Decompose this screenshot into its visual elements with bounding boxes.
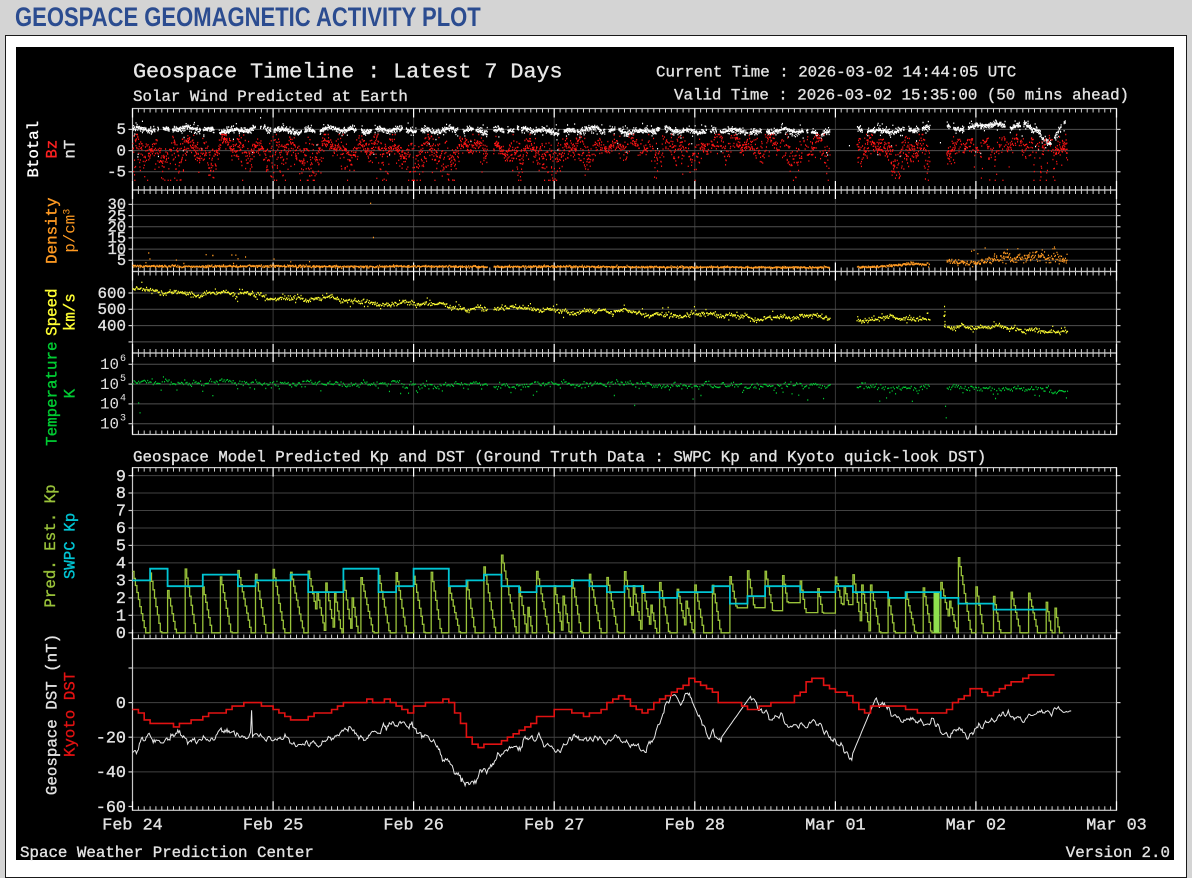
svg-text:5: 5 xyxy=(116,538,126,557)
svg-text:Feb 27: Feb 27 xyxy=(524,817,584,836)
svg-text:8: 8 xyxy=(116,485,126,504)
svg-text:103: 103 xyxy=(100,414,126,434)
svg-text:104: 104 xyxy=(100,394,126,414)
svg-text:7: 7 xyxy=(116,503,126,522)
svg-text:km/s: km/s xyxy=(62,293,80,331)
svg-text:15: 15 xyxy=(108,230,126,248)
svg-text:5: 5 xyxy=(117,121,126,139)
svg-text:Geospace DST (nT): Geospace DST (nT) xyxy=(44,634,62,795)
svg-text:0: 0 xyxy=(117,142,126,160)
svg-text:Geospace Model Predicted Kp an: Geospace Model Predicted Kp and DST (Gro… xyxy=(133,449,986,467)
svg-text:Valid Time : 2026-03-02 15:35:: Valid Time : 2026-03-02 15:35:00 (50 min… xyxy=(674,87,1129,105)
svg-text:SWPC Kp: SWPC Kp xyxy=(62,513,80,579)
svg-text:Mar 03: Mar 03 xyxy=(1086,817,1146,836)
svg-text:5: 5 xyxy=(117,252,126,270)
svg-text:-60: -60 xyxy=(96,799,126,818)
svg-text:Bz: Bz xyxy=(44,140,62,159)
svg-text:25: 25 xyxy=(108,207,126,225)
svg-text:K: K xyxy=(62,388,80,398)
svg-text:600: 600 xyxy=(98,285,126,303)
svg-text:Space Weather Prediction Cente: Space Weather Prediction Center xyxy=(20,844,314,862)
svg-text:Kyoto DST: Kyoto DST xyxy=(62,672,80,757)
svg-text:p/cm3: p/cm3 xyxy=(62,209,80,253)
svg-text:-40: -40 xyxy=(96,764,126,783)
svg-text:106: 106 xyxy=(100,354,126,374)
svg-text:0: 0 xyxy=(116,695,126,714)
svg-text:Version 2.0: Version 2.0 xyxy=(1066,844,1170,862)
svg-text:4: 4 xyxy=(116,555,126,574)
svg-text:Geospace Timeline : Latest 7 D: Geospace Timeline : Latest 7 Days xyxy=(133,60,562,85)
svg-text:Btotal: Btotal xyxy=(25,121,43,178)
svg-text:0: 0 xyxy=(116,625,126,644)
svg-text:105: 105 xyxy=(100,374,126,394)
svg-text:Solar Wind Predicted at Earth: Solar Wind Predicted at Earth xyxy=(133,88,408,106)
svg-text:400: 400 xyxy=(98,317,126,335)
svg-text:30: 30 xyxy=(108,196,126,214)
svg-text:nT: nT xyxy=(62,140,80,159)
svg-text:-5: -5 xyxy=(107,164,126,182)
svg-text:2: 2 xyxy=(116,590,126,609)
svg-text:500: 500 xyxy=(98,301,126,319)
svg-text:Pred. Est. Kp: Pred. Est. Kp xyxy=(42,484,60,607)
svg-text:10: 10 xyxy=(108,241,126,259)
svg-text:3: 3 xyxy=(116,573,126,592)
svg-text:Mar 01: Mar 01 xyxy=(805,817,865,836)
svg-text:-20: -20 xyxy=(96,730,126,749)
svg-text:Density: Density xyxy=(44,198,62,264)
svg-text:1: 1 xyxy=(116,608,126,627)
svg-text:Feb 26: Feb 26 xyxy=(383,817,443,836)
svg-text:Speed: Speed xyxy=(44,288,62,335)
svg-text:6: 6 xyxy=(116,520,126,539)
svg-text:9: 9 xyxy=(116,468,126,487)
svg-text:Mar 02: Mar 02 xyxy=(946,817,1006,836)
svg-text:Feb 25: Feb 25 xyxy=(243,817,303,836)
svg-text:Current Time : 2026-03-02 14:4: Current Time : 2026-03-02 14:44:05 UTC xyxy=(656,64,1016,82)
svg-text:Temperature: Temperature xyxy=(44,342,62,446)
svg-text:Feb 24: Feb 24 xyxy=(102,817,162,836)
svg-text:Feb 28: Feb 28 xyxy=(665,817,725,836)
svg-text:20: 20 xyxy=(108,219,126,237)
